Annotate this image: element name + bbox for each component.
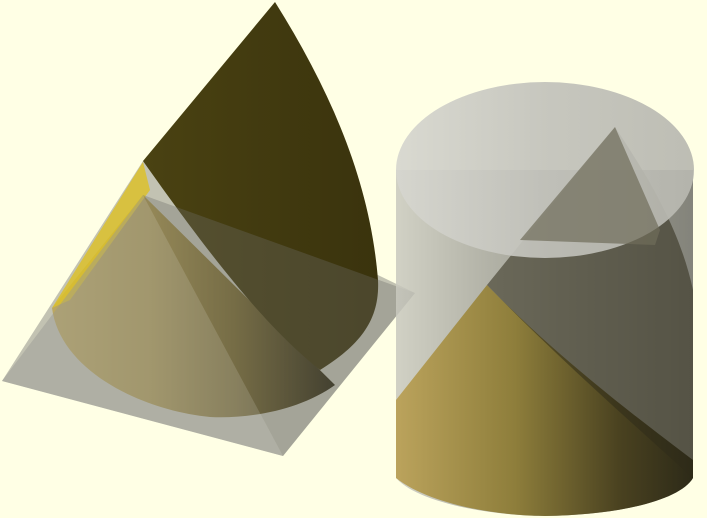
- right-object-group[interactable]: [396, 82, 694, 516]
- inner-cone-tip: [520, 127, 660, 245]
- gold-cone-body[interactable]: [52, 195, 335, 418]
- left-object-group[interactable]: [2, 2, 415, 456]
- pyramid-front-face[interactable]: [2, 195, 283, 456]
- pyramid-right-face[interactable]: [143, 195, 415, 456]
- inner-gold-cone[interactable]: [396, 285, 693, 516]
- gold-cone-highlight: [52, 162, 150, 308]
- dark-cone-surface[interactable]: [143, 2, 379, 370]
